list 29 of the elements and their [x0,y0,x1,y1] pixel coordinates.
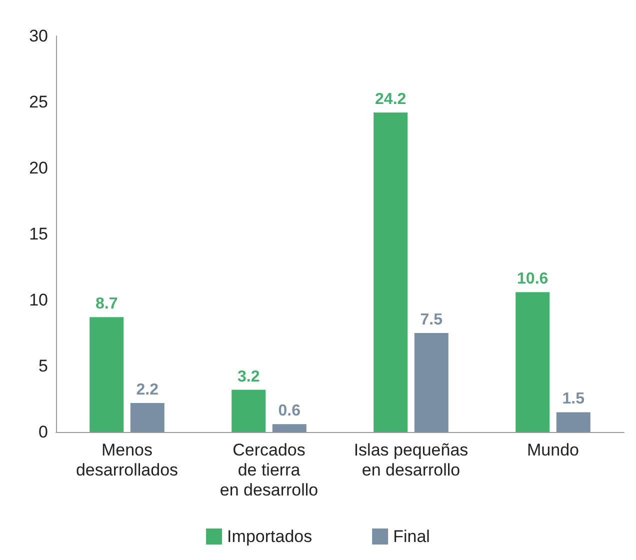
legend-label: Importados [227,527,312,546]
bar [414,333,448,432]
data-label: 3.2 [237,368,260,386]
y-tick-label: 25 [29,92,48,112]
data-label: 2.2 [136,381,159,398]
bar [130,402,164,432]
data-label: 0.6 [278,402,301,420]
data-label: 10.6 [517,270,548,288]
data-label: 8.7 [95,296,118,313]
legend-label: Final [393,527,430,546]
data-label: 1.5 [562,390,585,408]
y-tick-label: 30 [29,26,48,46]
y-tick-label: 0 [38,422,48,442]
data-label: 24.2 [375,91,406,108]
bar [90,317,124,432]
y-tick-label: 10 [29,290,48,310]
x-tick-label: Mundo [527,440,579,460]
bar [374,112,408,432]
bar [516,292,550,432]
y-tick-label: 5 [38,356,48,376]
bar [272,424,306,432]
y-tick-label: 20 [29,158,48,178]
x-tick-label: Cercados de tierra en desarrollo [220,440,318,500]
data-label: 7.5 [420,312,443,328]
x-tick-label: Menos desarrollados [76,440,178,480]
x-tick-label: Islas pequeñas en desarrollo [354,440,468,480]
y-tick-label: 15 [29,224,48,244]
bar [232,390,266,432]
bar [556,412,590,432]
